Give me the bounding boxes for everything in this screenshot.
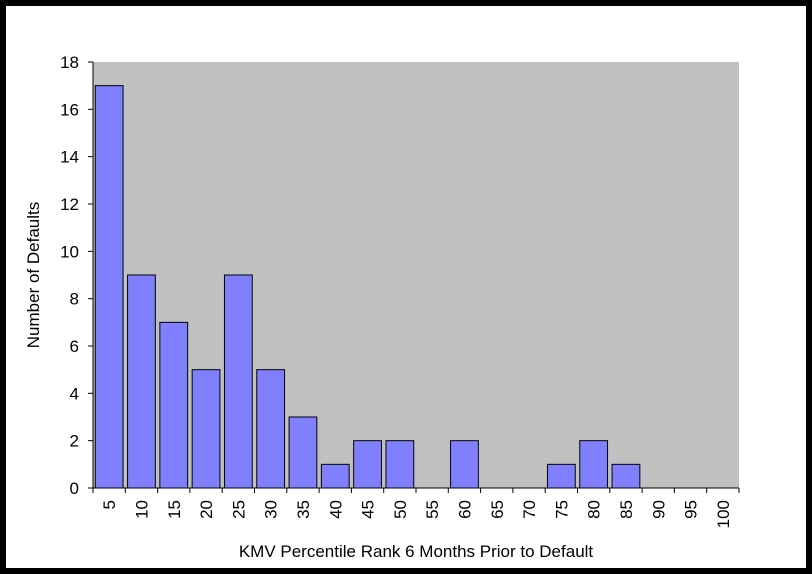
y-tick-label: 2 [70, 432, 79, 451]
plot-area [93, 62, 739, 488]
x-tick-label: 65 [488, 500, 507, 519]
x-tick-label: 100 [714, 500, 733, 528]
x-tick-label: 80 [585, 500, 604, 519]
x-tick-label: 35 [294, 500, 313, 519]
x-tick-label: 5 [100, 500, 119, 509]
x-tick-label: 40 [326, 500, 345, 519]
bar [288, 416, 318, 489]
x-tick-label: 90 [649, 500, 668, 519]
bar [385, 440, 415, 489]
bar [579, 440, 609, 489]
bar [450, 440, 479, 489]
x-tick-label: 20 [197, 500, 216, 519]
x-tick-label: 50 [391, 500, 410, 519]
y-tick-label: 4 [70, 384, 79, 403]
y-tick-label: 18 [60, 53, 79, 72]
bar [223, 274, 253, 489]
y-tick-label: 12 [60, 195, 79, 214]
bar [191, 369, 221, 489]
x-tick-label: 95 [682, 500, 701, 519]
x-tick-label: 75 [552, 500, 571, 519]
y-axis-title: Number of Defaults [24, 202, 43, 348]
x-tick-label: 70 [520, 500, 539, 519]
x-tick-label: 30 [262, 500, 281, 519]
bar [320, 463, 350, 489]
x-axis-title: KMV Percentile Rank 6 Months Prior to De… [239, 542, 594, 561]
bar [256, 369, 286, 489]
bar [127, 274, 156, 489]
bar [353, 440, 382, 489]
x-tick-label: 45 [359, 500, 378, 519]
y-tick-label: 6 [70, 337, 79, 356]
x-tick-label: 15 [165, 500, 184, 519]
x-tick-label: 25 [229, 500, 248, 519]
y-tick-label: 8 [70, 290, 79, 309]
y-tick-label: 14 [60, 148, 79, 167]
y-tick-label: 0 [70, 479, 79, 498]
bar [159, 321, 189, 489]
x-tick-label: 55 [423, 500, 442, 519]
x-tick-label: 85 [617, 500, 636, 519]
bar [94, 85, 124, 489]
y-tick-label: 10 [60, 242, 79, 261]
x-tick-label: 10 [132, 500, 151, 519]
x-tick-label: 60 [455, 500, 474, 519]
bar [546, 463, 576, 489]
bar [611, 463, 641, 489]
y-tick-label: 16 [60, 100, 79, 119]
